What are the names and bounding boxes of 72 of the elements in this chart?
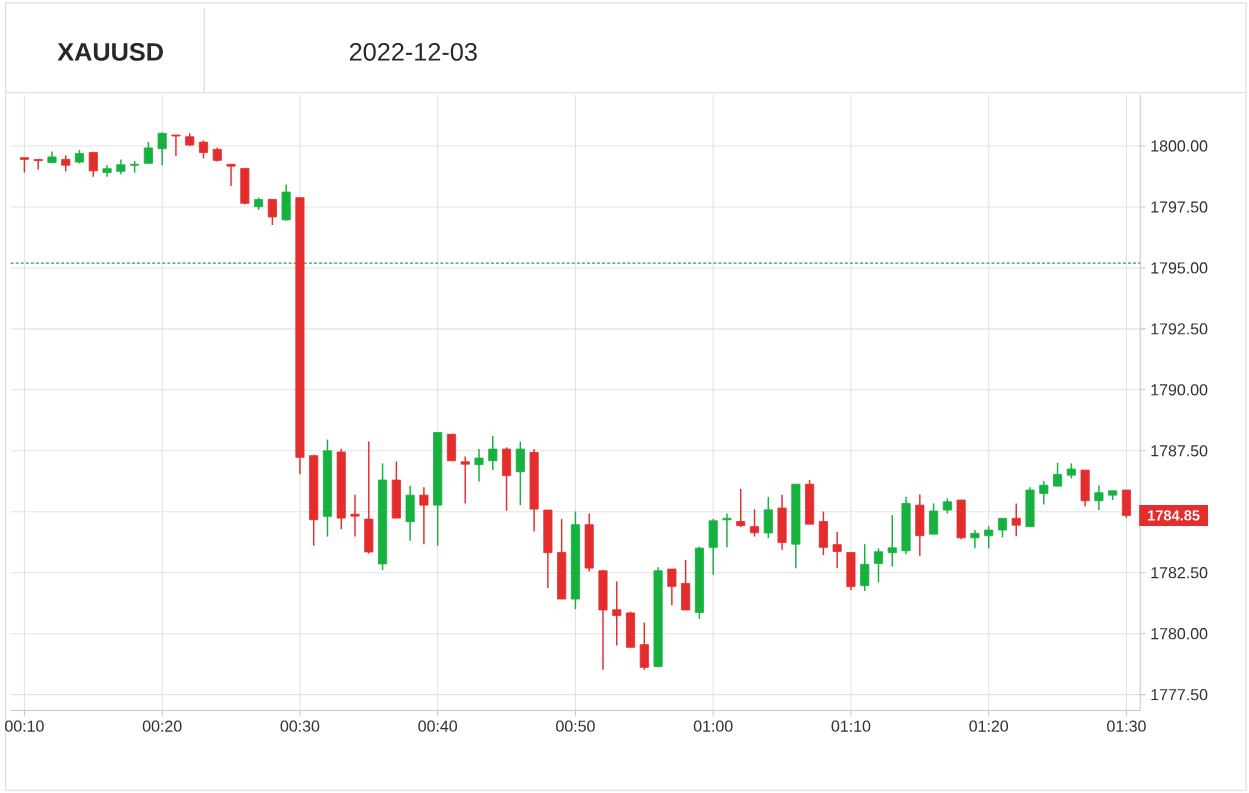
candlestick <box>584 512 594 573</box>
candlestick <box>226 163 236 187</box>
y-tick-label: 1795.00 <box>1151 262 1208 274</box>
candlestick <box>681 559 691 611</box>
annotation: 1784.85 <box>1148 510 1200 521</box>
candlestick <box>378 462 388 571</box>
candlestick <box>1094 484 1104 511</box>
candlestick <box>171 134 181 157</box>
y-tick-label: 1787.50 <box>1151 445 1208 457</box>
candlestick <box>818 510 828 556</box>
candlestick <box>143 141 153 164</box>
y-tick-label: 1782.50 <box>1151 566 1208 579</box>
candlestick <box>116 158 126 175</box>
candlestick <box>887 514 897 568</box>
candlestick <box>281 183 291 222</box>
candlestick <box>997 517 1007 538</box>
y-tick-label: 1800.00 <box>1151 140 1208 152</box>
x-tick-label: 00:10 <box>5 720 44 732</box>
x-tick-label: 01:00 <box>693 720 733 732</box>
y-tick-label: 1790.00 <box>1151 384 1208 396</box>
x-tick-label: 01:10 <box>831 720 871 732</box>
candlestick <box>198 139 209 160</box>
candlestick <box>502 446 512 512</box>
candlestick <box>749 508 760 538</box>
candlestick <box>557 518 567 600</box>
candlestick <box>336 447 346 530</box>
candlestick <box>736 488 746 528</box>
candlestick <box>1053 461 1063 487</box>
candlestick <box>708 518 718 576</box>
candlestick <box>88 150 98 178</box>
candlestick <box>763 496 773 539</box>
candlestick <box>1025 486 1035 528</box>
candlestick <box>639 621 649 671</box>
x-tick-label: 00:30 <box>280 720 320 732</box>
x-tick-label: 01:30 <box>1107 720 1146 732</box>
candlestick <box>350 493 360 538</box>
candlestick <box>929 502 939 535</box>
candlestick <box>832 530 842 569</box>
candlestick <box>984 525 994 549</box>
y-tick-label: 1792.50 <box>1151 323 1208 335</box>
chart-subtitle: 2022-12-03 <box>349 42 477 61</box>
candlestick <box>267 198 277 226</box>
candlestick <box>364 440 374 555</box>
candlestick <box>626 610 636 648</box>
candlestick <box>474 448 484 483</box>
y-tick-label: 1780.00 <box>1151 627 1208 640</box>
candlestick <box>598 569 608 671</box>
candlestick <box>777 493 787 551</box>
x-tick-label: 00:20 <box>142 720 182 732</box>
candlestick <box>1080 469 1090 507</box>
candlestick <box>873 547 884 584</box>
y-tick-label: 1797.50 <box>1151 201 1208 213</box>
candlestick <box>956 499 966 540</box>
candlestick <box>1121 489 1131 519</box>
candlestick <box>543 509 553 589</box>
candlestick <box>419 486 429 545</box>
candlestick <box>860 543 870 592</box>
candlestick <box>667 568 677 606</box>
candlestick <box>515 440 525 506</box>
x-tick-label: 00:50 <box>556 720 595 732</box>
y-tick-label: 1777.50 <box>1151 688 1208 701</box>
candlestick <box>460 455 470 505</box>
candlestick <box>391 460 401 519</box>
x-tick-label: 01:20 <box>969 720 1009 732</box>
chart-title: XAUUSD <box>57 42 163 61</box>
candlestick <box>47 150 57 164</box>
candlestick <box>102 164 112 178</box>
candlestick <box>612 580 622 647</box>
candlestick <box>1011 502 1021 537</box>
x-tick-label: 00:40 <box>418 720 458 732</box>
candlestick <box>446 433 456 462</box>
candlestick <box>488 435 498 471</box>
